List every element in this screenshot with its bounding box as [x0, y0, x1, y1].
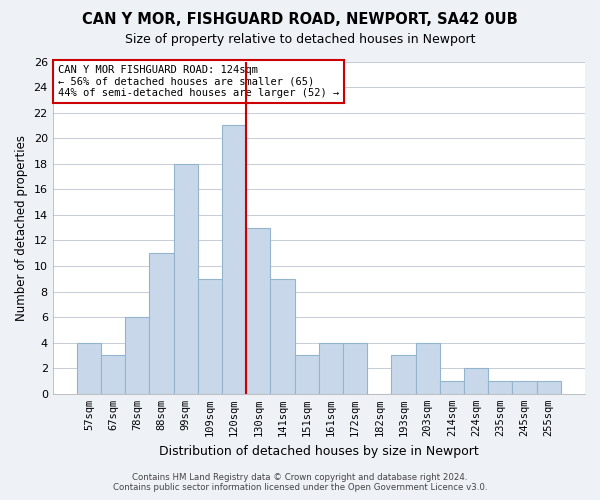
Bar — [77, 342, 101, 394]
Bar — [536, 381, 561, 394]
Bar — [295, 356, 319, 394]
Bar — [101, 356, 125, 394]
Bar — [222, 126, 246, 394]
Bar — [173, 164, 198, 394]
Text: Contains HM Land Registry data © Crown copyright and database right 2024.
Contai: Contains HM Land Registry data © Crown c… — [113, 473, 487, 492]
Text: CAN Y MOR FISHGUARD ROAD: 124sqm
← 56% of detached houses are smaller (65)
44% o: CAN Y MOR FISHGUARD ROAD: 124sqm ← 56% o… — [58, 65, 339, 98]
Bar — [416, 342, 440, 394]
Y-axis label: Number of detached properties: Number of detached properties — [15, 134, 28, 320]
Text: CAN Y MOR, FISHGUARD ROAD, NEWPORT, SA42 0UB: CAN Y MOR, FISHGUARD ROAD, NEWPORT, SA42… — [82, 12, 518, 28]
Bar — [464, 368, 488, 394]
Bar — [488, 381, 512, 394]
Bar — [198, 279, 222, 394]
Bar — [271, 279, 295, 394]
Bar — [319, 342, 343, 394]
Bar — [391, 356, 416, 394]
X-axis label: Distribution of detached houses by size in Newport: Distribution of detached houses by size … — [159, 444, 479, 458]
Bar — [125, 317, 149, 394]
Bar — [440, 381, 464, 394]
Bar — [343, 342, 367, 394]
Bar — [149, 253, 173, 394]
Bar — [512, 381, 536, 394]
Bar — [246, 228, 271, 394]
Text: Size of property relative to detached houses in Newport: Size of property relative to detached ho… — [125, 32, 475, 46]
